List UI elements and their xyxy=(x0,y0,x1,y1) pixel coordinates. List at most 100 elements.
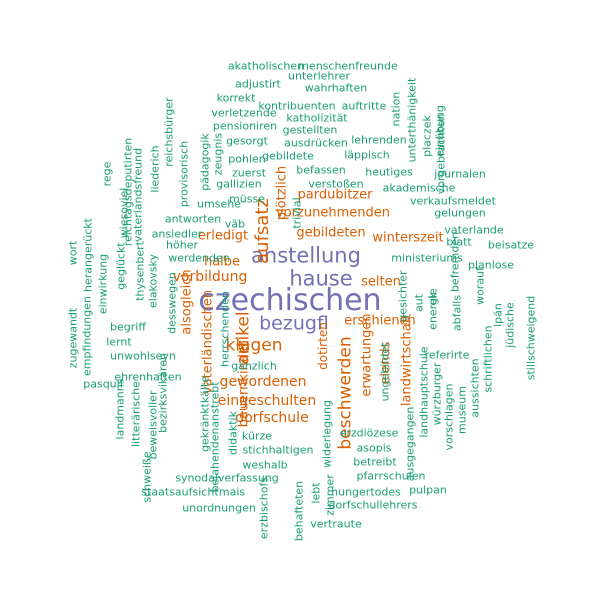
word-nation: nation xyxy=(389,91,403,127)
word-lappisch: läppisch xyxy=(344,148,390,162)
word-gestellten: gestellten xyxy=(282,123,338,137)
word-plotzlich: plötzlich xyxy=(274,165,290,221)
word-befremden: befremden xyxy=(448,231,462,293)
word-musse: müsse xyxy=(229,192,265,206)
word-asopis: asopis xyxy=(356,441,392,455)
word-vaterlande: vaterlande xyxy=(444,223,504,237)
word-gebildeten: gebildeten xyxy=(296,225,366,241)
word-schwei-e: schweiße xyxy=(140,451,154,503)
word-stichhaltigen: stichhaltigen xyxy=(242,443,314,457)
word-liederich: liederich xyxy=(148,145,162,193)
word-verletzende: verletzende xyxy=(211,106,277,120)
word-padagogik: pädagogik xyxy=(198,133,212,191)
word-bejahendenanstrebt: bejahendenanstrebt xyxy=(208,381,222,493)
word-beisatze: beisatze xyxy=(487,238,535,252)
word-desswegen: desswegen xyxy=(165,272,179,334)
word-dotirten: dotirten xyxy=(316,322,330,370)
word-herrschenden: herrschenden xyxy=(218,291,232,367)
word-verkaufsmeldet: verkaufsmeldet xyxy=(410,194,496,208)
word-ansiedler: ansiedler xyxy=(151,227,203,241)
word-zuerst: zuerst xyxy=(231,166,267,180)
word-halbe: halbe xyxy=(203,254,241,270)
word-unterlehrer: unterlehrer xyxy=(288,69,350,83)
word-journalen: journalen xyxy=(434,167,486,181)
word-ehrenhaften: ehrenhaften xyxy=(114,370,182,384)
word-befassen: befassen xyxy=(296,163,346,177)
word-placzek: placzek xyxy=(420,115,434,157)
word-eingeschulten: eingeschulten xyxy=(217,393,317,409)
word-hoher: höher xyxy=(166,238,198,252)
word-wurzburger: würzburger xyxy=(430,362,444,426)
word-zimmer: zimmer xyxy=(323,474,337,516)
word-akademische: akademische xyxy=(382,181,456,195)
word-werdenden: werdenden xyxy=(168,251,230,265)
word-pfarrschulen: pfarrschulen xyxy=(356,469,426,483)
word-umsehe: umsehe xyxy=(197,197,241,211)
word-katholizitat: katholizität xyxy=(286,111,348,125)
word-ausgegangen: ausgegangen xyxy=(403,406,417,482)
word-energie: energie xyxy=(426,288,440,330)
word-gesichter: gesichter xyxy=(396,270,410,322)
word-ausdrucken: ausdrücken xyxy=(284,136,348,150)
word-vorschlagen: vorschlagen xyxy=(442,383,456,451)
word-einwirkung: einwirkung xyxy=(96,253,110,315)
word-pardubitzer: pardubitzer xyxy=(297,187,373,203)
word-gesorgt: gesorgt xyxy=(226,134,268,148)
word-wiesoviel: wiesoviel xyxy=(117,187,131,239)
word-adjustirt: adjustirt xyxy=(235,77,281,91)
word-rege: rege xyxy=(100,161,114,187)
word-pensioniren: pensioniren xyxy=(212,119,278,133)
word-aussichten: aussichten xyxy=(468,358,482,418)
word-dorfschule: dorfschule xyxy=(235,410,309,426)
word-kontribuenten: kontribuenten xyxy=(258,99,336,113)
word-landmanns: landmanns xyxy=(113,378,127,440)
word-hause: hause xyxy=(289,266,353,291)
word-erwartungen: erwartungen xyxy=(359,313,375,397)
word-ganzlich: gänzlich xyxy=(231,359,277,373)
word-gelungen: gelungen xyxy=(434,206,486,220)
word-referirte: referirte xyxy=(424,348,470,362)
word-erzdiozese: erzdiözese xyxy=(339,426,399,440)
word-reichsburger: reichsbürger xyxy=(162,97,176,167)
word-landwirtschaft: landwirtschaft xyxy=(399,313,415,407)
word-begriff: begriff xyxy=(110,320,146,334)
word-pasquil: pasquil xyxy=(83,377,123,391)
word-vorbildung: vorbildung xyxy=(172,269,248,285)
word-heutiges: heutiges xyxy=(365,165,413,179)
word-worauf: worauf xyxy=(473,267,487,305)
word-dorfschullehrers: dorfschullehrers xyxy=(328,498,418,512)
word-provisorisch: provisorisch xyxy=(177,140,191,208)
word-empfindungen: empfindungen xyxy=(80,295,94,377)
word-lebt: lebt xyxy=(309,482,323,504)
word-gebildete: gebildete xyxy=(262,149,314,163)
word-vab: väb xyxy=(224,217,246,231)
word-alsogleich: alsogleich xyxy=(179,269,195,335)
word-judische: jüdische xyxy=(503,302,517,348)
word-erzbischofs: erzbischofs xyxy=(257,476,271,540)
word-ungebildet: ungebildet xyxy=(378,342,392,402)
word-wort: wort xyxy=(66,240,80,266)
word-gegluckt: geglückt xyxy=(114,242,128,290)
word-widerlegung: widerlegung xyxy=(320,399,334,469)
word-zugewandt: zugewandt xyxy=(66,307,80,369)
word-korrekt: korrekt xyxy=(216,91,256,105)
word-aut: aut xyxy=(412,293,426,313)
word-thysenbert: thysenbert xyxy=(133,241,147,301)
word-vaterlandsfreund: vaterlandsfreund xyxy=(131,147,145,243)
word-trivial: trivial xyxy=(290,197,304,229)
word-selten: selten xyxy=(361,274,401,290)
word-litterarische: litterärische xyxy=(129,381,143,447)
word-landhauptschule: landhauptschule xyxy=(417,346,431,438)
word-betreibt: betreibt xyxy=(353,455,397,469)
word-kurze: kürze xyxy=(241,429,273,443)
word-elakovsky: elakovsky xyxy=(146,253,160,309)
word-mais: mais xyxy=(218,485,246,499)
word-anstellung: anstellung xyxy=(251,243,361,268)
word-akatholischen: akatholischen xyxy=(227,59,305,73)
word-schriftlichen: schriftlichen xyxy=(481,325,495,393)
word-staatsaufsicht: staatsaufsicht xyxy=(141,485,219,499)
word-pohlen: pohlen xyxy=(228,152,266,166)
word-aufsatz: aufsatz xyxy=(252,198,273,264)
word-hungertodes: hungertodes xyxy=(331,485,401,499)
